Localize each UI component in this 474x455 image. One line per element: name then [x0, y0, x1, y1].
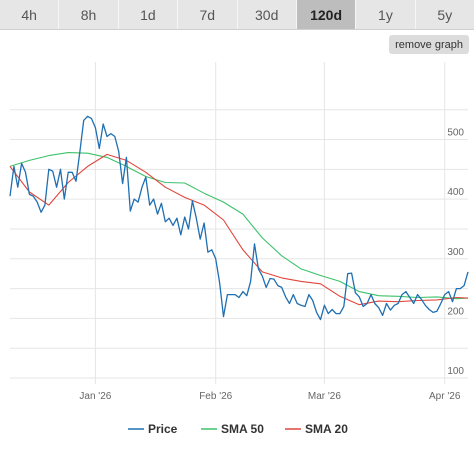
tab-1y[interactable]: 1y [356, 0, 416, 29]
tab-120d[interactable]: 120d [296, 0, 357, 29]
timeframe-tabs: 4h 8h 1d 7d 30d 120d 1y 5y [0, 0, 474, 30]
legend-label-sma-50: SMA 50 [221, 422, 264, 436]
x-tick-label: Jan '26 [79, 391, 111, 402]
price-line [9, 115, 469, 321]
tab-8h[interactable]: 8h [59, 0, 119, 29]
legend: Price SMA 50 SMA 20 [128, 422, 348, 436]
tab-7d[interactable]: 7d [178, 0, 238, 29]
sma-20-line [9, 153, 469, 306]
sma-50-line [9, 152, 469, 300]
y-tick-label: 300 [447, 247, 464, 258]
series-lines [9, 115, 469, 321]
y-tick-label: 100 [447, 366, 464, 377]
y-tick-label: 500 [447, 128, 464, 139]
x-axis: Jan '26 Feb '26 Mar '26 Apr '26 [79, 391, 460, 402]
tab-1d[interactable]: 1d [119, 0, 179, 29]
tab-30d[interactable]: 30d [238, 0, 297, 29]
tab-5y[interactable]: 5y [437, 6, 453, 23]
y-tick-label: 400 [447, 187, 464, 198]
x-tick-label: Apr '26 [429, 391, 461, 402]
x-tick-label: Feb '26 [199, 391, 232, 402]
legend-label-sma-20: SMA 20 [305, 422, 348, 436]
x-tick-label: Mar '26 [308, 391, 341, 402]
grid-lines [10, 62, 468, 384]
tab-4h[interactable]: 4h [0, 0, 60, 29]
y-tick-label: 200 [447, 306, 464, 317]
legend-label-price: Price [148, 422, 178, 436]
remove-graph-button[interactable]: remove graph [389, 35, 469, 54]
y-axis: 100 200 300 400 500 [447, 128, 464, 378]
